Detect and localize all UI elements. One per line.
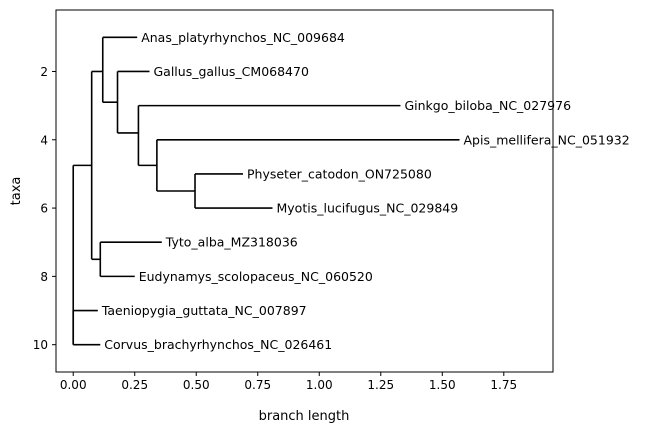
leaf-labels: Anas_platyrhynchos_NC_009684 Gallus_gallu… xyxy=(101,30,630,352)
x-tick-label: 1.50 xyxy=(429,378,456,392)
plot-area xyxy=(56,10,553,372)
x-tick-label: 0.75 xyxy=(244,378,271,392)
plot-frame xyxy=(55,9,554,373)
x-axis-label: branch length xyxy=(259,409,350,424)
leaf-label: Tyto_alba_MZ318036 xyxy=(165,235,298,250)
x-tick-label: 1.25 xyxy=(367,378,394,392)
leaf-label: Gallus_gallus_CM068470 xyxy=(153,64,308,79)
x-tick-label: 1.75 xyxy=(490,378,517,392)
x-tick-label: 0.00 xyxy=(60,378,87,392)
leaf-label: Apis_mellifera_NC_051932 xyxy=(464,132,630,147)
leaf-label: Anas_platyrhynchos_NC_009684 xyxy=(141,30,345,45)
x-axis-ticks: 0.00 0.25 0.50 0.75 1.00 1.25 1.50 1.75 xyxy=(60,372,517,392)
x-tick-label: 0.50 xyxy=(183,378,210,392)
y-axis-label: taxa xyxy=(9,177,24,206)
tree-branches xyxy=(72,36,460,346)
y-axis-ticks: 2 4 6 8 10 xyxy=(33,65,56,352)
y-tick-label: 2 xyxy=(40,65,48,79)
leaf-label: Corvus_brachyrhynchos_NC_026461 xyxy=(104,337,332,352)
y-tick-label: 4 xyxy=(40,133,48,147)
leaf-label: Ginkgo_biloba_NC_027976 xyxy=(404,98,571,113)
y-tick-label: 6 xyxy=(40,202,48,216)
leaf-label: Physeter_catodon_ON725080 xyxy=(247,166,432,181)
y-tick-label: 10 xyxy=(33,338,48,352)
leaf-label: Taeniopygia_guttata_NC_007897 xyxy=(101,303,307,318)
y-tick-label: 8 xyxy=(40,270,48,284)
leaf-label: Myotis_lucifugus_NC_029849 xyxy=(277,201,459,216)
x-tick-label: 1.00 xyxy=(306,378,333,392)
leaf-label: Eudynamys_scolopaceus_NC_060520 xyxy=(139,269,373,284)
x-tick-label: 0.25 xyxy=(121,378,148,392)
